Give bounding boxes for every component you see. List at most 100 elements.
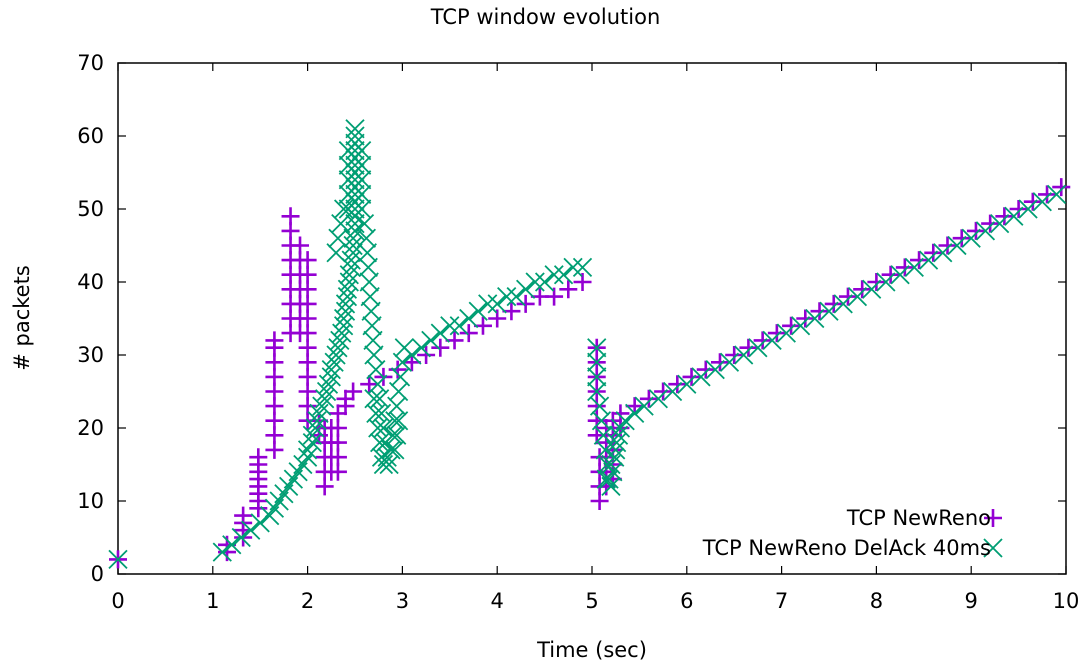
y-tick-label: 30 <box>77 343 104 367</box>
data-point-delack <box>345 140 365 161</box>
series-delack <box>108 119 1067 570</box>
data-point-delack <box>324 352 344 372</box>
data-point-delack <box>351 184 372 205</box>
data-point-newreno <box>782 316 801 335</box>
data-point-newreno <box>796 309 815 328</box>
data-point-delack <box>345 155 365 175</box>
data-point-delack <box>108 549 128 570</box>
data-point-delack <box>719 352 740 372</box>
data-point-newreno <box>668 375 687 394</box>
data-point-delack <box>358 257 378 278</box>
y-tick-label: 0 <box>91 562 104 586</box>
data-point-newreno <box>417 346 436 364</box>
data-point-delack <box>734 345 754 365</box>
data-point-delack <box>648 389 668 409</box>
data-point-delack <box>587 338 607 358</box>
data-point-delack <box>634 396 654 416</box>
data-point-delack <box>990 213 1010 234</box>
data-point-delack <box>1018 199 1038 219</box>
series-newreno <box>109 178 1071 569</box>
x-tick-label: 3 <box>396 589 409 613</box>
data-point-delack <box>705 359 725 380</box>
data-point-delack <box>876 272 896 292</box>
x-axis-label: Time (sec) <box>537 638 647 662</box>
data-point-delack <box>918 250 939 270</box>
data-point-delack <box>305 418 325 438</box>
data-point-newreno <box>910 251 929 270</box>
plot-border <box>117 62 1067 575</box>
data-point-delack <box>351 155 372 175</box>
y-tick-label: 10 <box>77 489 104 513</box>
data-point-newreno <box>625 397 644 416</box>
data-point-delack <box>459 308 479 329</box>
y-tick-label: 70 <box>77 51 104 75</box>
data-point-newreno <box>924 243 943 262</box>
data-point-newreno <box>573 273 592 291</box>
data-point-delack <box>345 213 365 234</box>
data-point-delack <box>362 316 382 336</box>
data-point-newreno <box>545 287 564 306</box>
x-tick-label: 2 <box>301 589 314 613</box>
data-point-delack <box>373 454 394 475</box>
data-point-delack <box>497 286 517 307</box>
data-point-delack <box>748 338 768 358</box>
data-point-delack <box>411 338 431 358</box>
data-point-delack <box>587 367 607 387</box>
data-point-delack <box>478 294 498 314</box>
data-point-newreno <box>725 346 744 364</box>
data-point-delack <box>607 432 627 453</box>
data-point-newreno <box>459 324 478 343</box>
data-point-newreno <box>981 214 1000 233</box>
data-point-newreno <box>824 294 843 313</box>
data-point-newreno <box>966 221 985 240</box>
data-point-newreno <box>431 338 450 357</box>
data-point-delack <box>516 279 536 299</box>
x-tick-label: 1 <box>206 589 219 613</box>
data-point-delack <box>345 184 365 205</box>
data-point-delack <box>402 345 422 365</box>
data-point-delack <box>805 308 825 329</box>
data-point-delack <box>975 221 996 241</box>
data-point-delack <box>625 403 645 424</box>
data-point-newreno <box>344 382 363 401</box>
axis-ticks: 0 1 2 3 4 5 6 7 8 9 10 0 10 20 30 40 50 60 70 <box>77 51 1079 613</box>
data-point-newreno <box>895 258 914 277</box>
data-points <box>108 119 1071 570</box>
data-point-delack <box>315 389 335 409</box>
data-point-newreno <box>291 236 310 255</box>
data-point-delack <box>309 403 329 424</box>
data-point-delack <box>302 425 322 445</box>
data-point-delack <box>1046 184 1067 205</box>
data-point-delack <box>525 272 545 292</box>
data-point-delack <box>847 286 868 307</box>
data-point-newreno <box>590 492 609 510</box>
x-tick-label: 6 <box>680 589 693 613</box>
data-point-delack <box>356 228 377 248</box>
data-point-newreno <box>281 207 300 226</box>
data-point-delack <box>345 221 365 241</box>
data-point-newreno <box>654 382 673 401</box>
x-tick-label: 10 <box>1053 589 1080 613</box>
data-point-delack <box>587 352 607 372</box>
legend-markers <box>983 509 1003 558</box>
data-point-delack <box>833 294 853 314</box>
data-point-delack <box>328 338 348 358</box>
data-point-newreno <box>838 287 857 306</box>
data-point-delack <box>506 286 526 307</box>
data-point-newreno <box>938 236 957 255</box>
data-point-delack <box>430 323 450 343</box>
data-point-newreno <box>388 360 407 379</box>
y-axis-label: # packets <box>10 265 34 371</box>
data-point-delack <box>330 330 350 351</box>
data-point-delack <box>297 447 318 467</box>
data-point-delack <box>563 257 583 278</box>
data-point-delack <box>357 243 377 263</box>
data-point-delack <box>615 411 635 431</box>
data-point-delack <box>776 323 796 343</box>
data-point-delack <box>345 119 365 139</box>
data-point-newreno <box>696 360 715 379</box>
data-point-delack <box>1004 206 1024 226</box>
data-point-newreno <box>249 448 268 467</box>
data-point-delack <box>449 316 469 336</box>
